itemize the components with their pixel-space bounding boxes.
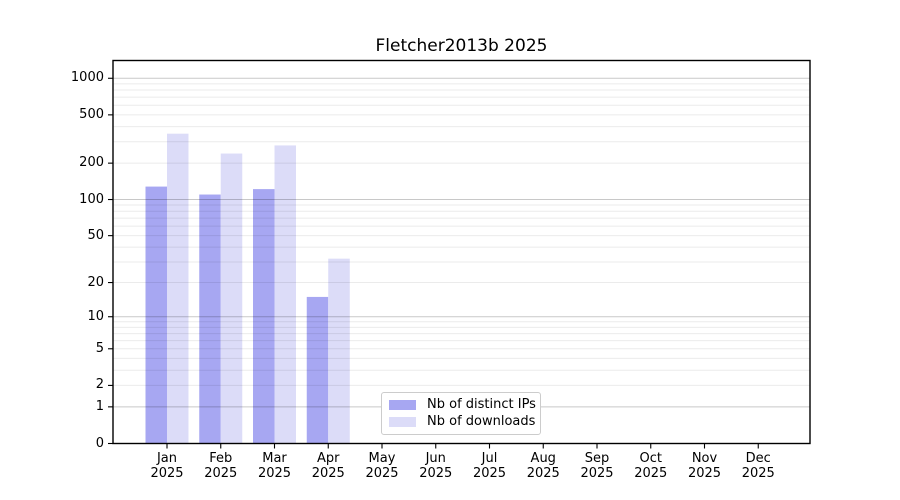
x-tick-year: 2025	[741, 466, 775, 481]
x-tick-year: 2025	[634, 466, 668, 481]
bar-downloads-feb	[220, 153, 243, 444]
x-tick-label-aug: Aug 2025	[511, 451, 575, 482]
bar-distinct-ips-jan	[145, 186, 167, 444]
x-tick-month: May	[368, 450, 396, 466]
x-tick-year: 2025	[204, 466, 238, 481]
x-tick-label-jun: Jun 2025	[404, 451, 468, 482]
bar-distinct-ips-apr	[306, 296, 329, 444]
legend-swatch-downloads	[389, 417, 416, 427]
bar-distinct-ips-mar	[253, 189, 275, 444]
x-tick-month: Jun	[425, 450, 446, 466]
x-tick-month: Jan	[156, 450, 178, 466]
bar-downloads-mar	[274, 145, 296, 444]
x-tick-label-jan: Jan 2025	[135, 451, 199, 482]
x-tick-label-apr: Apr 2025	[296, 451, 360, 482]
y-tick-label-50: 50	[87, 227, 104, 243]
x-tick-month: Feb	[209, 450, 233, 466]
legend-item-downloads: Nb of downloads	[389, 414, 536, 430]
x-tick-year: 2025	[365, 466, 399, 481]
x-tick-month: Sep	[584, 450, 610, 466]
x-tick-year: 2025	[687, 466, 722, 481]
x-tick-label-jul: Jul 2025	[458, 451, 522, 482]
legend-label-downloads: Nb of downloads	[427, 414, 536, 429]
x-tick-label-nov: Nov 2025	[673, 451, 737, 482]
x-tick-year: 2025	[526, 466, 560, 481]
x-tick-month: Dec	[745, 450, 771, 466]
y-tick-label-20: 20	[87, 274, 104, 290]
y-tick-label-1000: 1000	[70, 70, 104, 86]
x-tick-year: 2025	[150, 466, 184, 481]
y-tick-label-2: 2	[95, 377, 104, 393]
bar-downloads-jan	[167, 133, 189, 444]
x-tick-label-feb: Feb 2025	[189, 451, 253, 482]
x-tick-label-sep: Sep 2025	[565, 451, 629, 482]
legend-item-distinct-ips: Nb of distinct IPs	[389, 397, 536, 413]
y-tick-label-5: 5	[95, 340, 104, 356]
x-tick-label-oct: Oct 2025	[619, 451, 683, 482]
chart-title: Fletcher2013b 2025	[375, 36, 548, 56]
legend-label-distinct-ips: Nb of distinct IPs	[427, 397, 536, 412]
legend: Nb of distinct IPs Nb of downloads	[381, 392, 541, 435]
legend-swatch-distinct-ips	[389, 400, 416, 410]
y-tick-label-200: 200	[79, 155, 104, 171]
y-tick-label-1: 1	[95, 398, 104, 414]
x-tick-year: 2025	[580, 466, 614, 481]
x-tick-month: Apr	[317, 450, 340, 466]
y-tick-label-500: 500	[79, 106, 104, 122]
y-tick-label-100: 100	[79, 191, 104, 207]
y-tick-label-10: 10	[87, 308, 104, 324]
x-tick-label-mar: Mar 2025	[243, 451, 307, 482]
plot-border	[112, 59, 811, 445]
x-tick-label-dec: Dec 2025	[726, 451, 790, 482]
x-tick-month: Oct	[639, 450, 662, 466]
x-tick-year: 2025	[257, 466, 292, 481]
x-tick-year: 2025	[311, 466, 345, 481]
x-tick-year: 2025	[472, 466, 507, 481]
x-tick-year: 2025	[419, 466, 453, 481]
y-tick-label-0: 0	[95, 435, 104, 451]
x-tick-month: Aug	[530, 450, 556, 466]
x-tick-month: Nov	[691, 450, 718, 466]
bar-downloads-apr	[328, 258, 350, 444]
x-tick-month: Jul	[481, 450, 498, 466]
x-tick-month: Mar	[262, 450, 287, 466]
x-tick-label-may: May 2025	[350, 451, 414, 482]
bar-distinct-ips-feb	[199, 194, 221, 444]
